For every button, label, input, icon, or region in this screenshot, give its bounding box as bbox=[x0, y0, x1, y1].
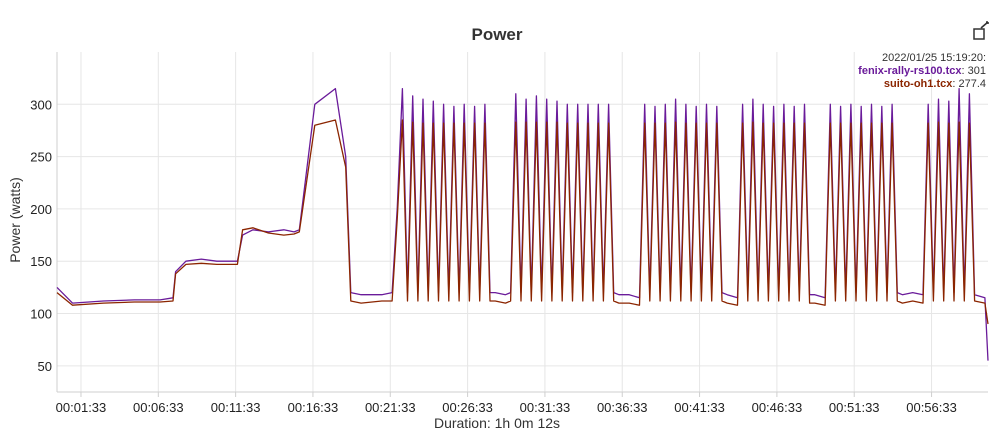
y-axis-label: Power (watts) bbox=[7, 177, 23, 263]
legend: 2022/01/25 15:19:20: fenix-rally-rs100.t… bbox=[858, 52, 986, 90]
x-tick-label: 00:31:33 bbox=[520, 400, 571, 415]
legend-timestamp: 2022/01/25 15:19:20: bbox=[882, 52, 986, 64]
legend-value-fenix: 301 bbox=[968, 65, 986, 77]
external-edit-icon[interactable] bbox=[973, 21, 989, 40]
y-tick-label: 50 bbox=[38, 359, 52, 374]
x-tick-label: 00:06:33 bbox=[133, 400, 184, 415]
y-tick-label: 150 bbox=[30, 254, 52, 269]
y-tick-label: 300 bbox=[30, 97, 52, 112]
x-axis-label: Duration: 1h 0m 12s bbox=[434, 415, 560, 431]
legend-entry-fenix: fenix-rally-rs100.tcx: 301 bbox=[858, 65, 986, 77]
x-tick-label: 00:16:33 bbox=[288, 400, 339, 415]
x-tick-label: 00:36:33 bbox=[597, 400, 648, 415]
axes bbox=[56, 52, 988, 397]
x-tick-label: 00:56:33 bbox=[906, 400, 957, 415]
x-tick-label: 00:11:33 bbox=[211, 400, 261, 415]
legend-name-suito: suito-oh1.tcx bbox=[884, 78, 953, 90]
x-tick-label: 00:21:33 bbox=[365, 400, 416, 415]
series-lines bbox=[56, 87, 989, 361]
y-tick-label: 200 bbox=[30, 202, 52, 217]
x-axis-ticks: 00:01:33 00:06:33 00:11:33 00:16:33 00:21:33… bbox=[56, 400, 957, 415]
legend-value-suito: 277.4 bbox=[958, 78, 986, 90]
legend-entry-suito: suito-oh1.tcx: 277.4 bbox=[884, 78, 986, 90]
series-line-suito bbox=[56, 119, 989, 325]
y-tick-label: 100 bbox=[30, 307, 52, 322]
y-tick-label: 250 bbox=[30, 150, 52, 165]
x-tick-label: 00:41:33 bbox=[674, 400, 725, 415]
x-tick-label: 00:51:33 bbox=[829, 400, 880, 415]
x-tick-label: 00:26:33 bbox=[442, 400, 493, 415]
chart-title: Power bbox=[471, 25, 522, 44]
y-axis-ticks: 50 100 150 200 250 300 bbox=[30, 97, 52, 374]
legend-name-fenix: fenix-rally-rs100.tcx bbox=[858, 65, 962, 77]
x-tick-label: 00:01:33 bbox=[56, 400, 107, 415]
x-tick-label: 00:46:33 bbox=[752, 400, 803, 415]
